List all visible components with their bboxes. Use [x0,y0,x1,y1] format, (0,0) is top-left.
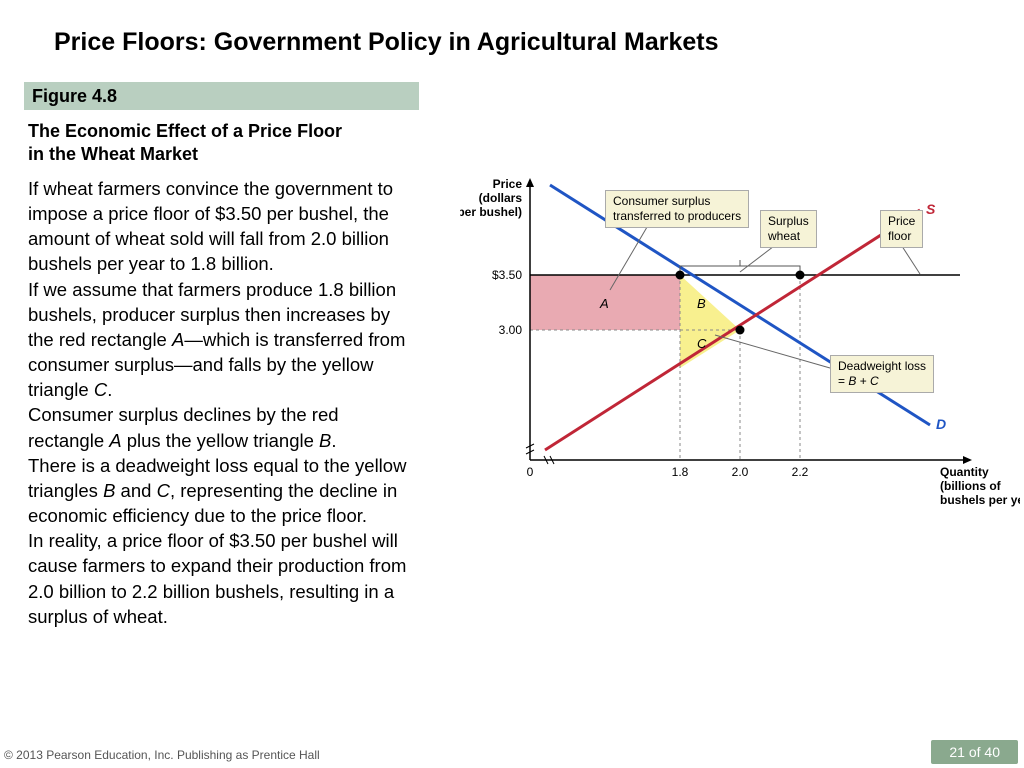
svg-text:bushels per year): bushels per year) [940,493,1020,507]
svg-text:$3.50: $3.50 [492,268,522,282]
callout-dwl: Deadweight loss= B + C [830,355,934,393]
copyright-text: © 2013 Pearson Education, Inc. Publishin… [4,748,320,762]
callout-cs_transfer: Consumer surplustransferred to producers [605,190,749,228]
page-number-badge: 21 of 40 [931,740,1018,764]
figure-subtitle: The Economic Effect of a Price Floorin t… [28,120,342,165]
svg-text:Price: Price [493,177,523,191]
svg-text:1.8: 1.8 [672,465,689,479]
page-title: Price Floors: Government Policy in Agric… [54,28,719,57]
figure-label-bar: Figure 4.8 [24,82,419,110]
svg-text:(dollars: (dollars [479,191,523,205]
price-floor-chart: $3.50 3.00 0 1.8 2.0 2.2 Price(dollarsper bush… [460,170,1020,510]
svg-text:3.00: 3.00 [499,323,523,337]
svg-text:per bushel): per bushel) [460,205,522,219]
svg-text:Quantity: Quantity [940,465,989,479]
svg-text:S: S [926,201,936,217]
svg-text:(billions of: (billions of [940,479,1002,493]
svg-text:A: A [599,296,609,311]
svg-text:2.0: 2.0 [732,465,749,479]
callout-price_floor: Pricefloor [880,210,923,248]
svg-text:B: B [697,296,706,311]
svg-text:D: D [936,416,946,432]
svg-text:C: C [697,336,707,351]
svg-text:2.2: 2.2 [792,465,809,479]
callout-surplus_wheat: Surpluswheat [760,210,817,248]
body-text: If wheat farmers convince the government… [28,176,418,629]
svg-text:0: 0 [527,465,534,479]
